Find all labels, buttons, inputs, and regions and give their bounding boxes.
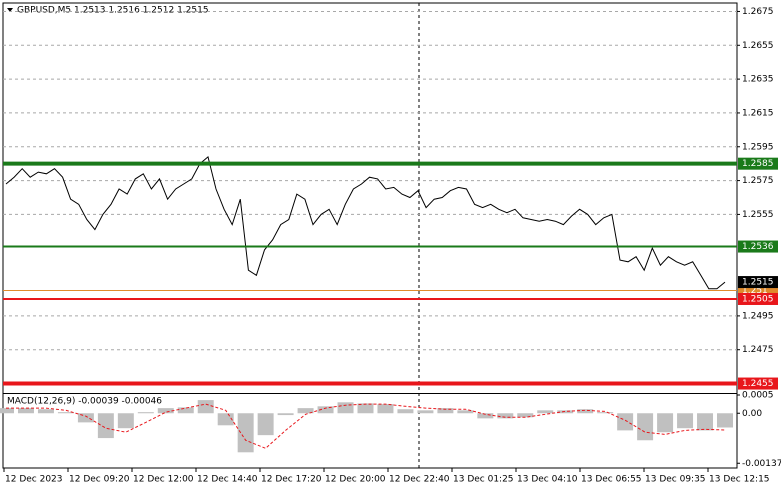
level-label: 1.2505 xyxy=(742,294,774,304)
y-tick-label: -0.00137 xyxy=(742,459,781,469)
chart-title: GBPUSD,M5 1.2513 1.2516 1.2512 1.2515 xyxy=(17,6,209,16)
macd-bar xyxy=(117,413,134,429)
level-label: 1.251 xyxy=(742,286,768,296)
y-tick-label: 1.2635 xyxy=(742,75,774,85)
y-tick-label: 0.0005 xyxy=(742,391,774,401)
macd-bar xyxy=(657,413,674,433)
macd-bar xyxy=(417,410,434,414)
macd-bar xyxy=(437,408,454,414)
level-label-box xyxy=(738,157,778,170)
macd-bar xyxy=(257,413,274,436)
macd-bar xyxy=(337,402,354,414)
macd-title: MACD(12,26,9) -0.00039 -0.00046 xyxy=(7,397,162,407)
macd-bar xyxy=(297,408,314,414)
macd-bar xyxy=(317,406,334,414)
x-tick-label: 12 Dec 12:00 xyxy=(133,475,194,485)
level-label-box xyxy=(738,377,778,390)
macd-bar xyxy=(177,407,194,414)
macd-bar xyxy=(37,409,54,414)
level-label: 1.2536 xyxy=(742,242,774,252)
plot-frame xyxy=(2,2,738,469)
macd-bar xyxy=(477,413,494,419)
macd-bar xyxy=(497,413,514,419)
x-tick-label: 13 Dec 04:10 xyxy=(517,475,578,485)
macd-bar xyxy=(557,410,574,414)
macd-bar xyxy=(197,400,214,414)
macd-bar xyxy=(697,413,714,431)
macd-bar xyxy=(97,413,114,439)
level-label: 1.2455 xyxy=(742,379,774,389)
macd-bar xyxy=(677,413,694,429)
y-tick-label: 1.2475 xyxy=(742,345,774,355)
level-label: 1.2585 xyxy=(742,159,774,169)
signal-line xyxy=(6,403,726,449)
macd-bar xyxy=(377,404,394,414)
macd-bar xyxy=(237,413,254,453)
macd-bar xyxy=(637,413,654,441)
x-tick-label: 12 Dec 22:40 xyxy=(389,475,450,485)
x-tick-label: 13 Dec 06:55 xyxy=(581,475,642,485)
x-tick-label: 13 Dec 12:15 xyxy=(709,475,770,485)
macd-bar xyxy=(537,410,554,414)
macd-bar xyxy=(77,413,94,423)
macd-bar xyxy=(577,409,594,414)
x-tick-label: 12 Dec 2023 xyxy=(5,475,63,485)
macd-bar xyxy=(717,413,733,428)
macd-bar xyxy=(57,412,74,414)
x-tick-label: 12 Dec 09:20 xyxy=(69,475,130,485)
macd-bar xyxy=(397,409,414,414)
macd-bar xyxy=(217,413,234,426)
macd-bar xyxy=(0,408,14,414)
price-label: 1.2515 xyxy=(742,278,774,288)
y-tick-label: 1.2615 xyxy=(742,108,774,118)
level-label-box xyxy=(738,292,778,305)
macd-bar xyxy=(357,403,374,414)
x-tick-label: 13 Dec 09:35 xyxy=(645,475,706,485)
symbol-marker xyxy=(7,8,13,12)
macd-bar xyxy=(617,413,634,431)
macd-bar xyxy=(517,413,534,418)
macd-bar xyxy=(17,408,34,414)
y-tick-label: 1.2675 xyxy=(742,7,774,17)
y-tick-label: 1.2555 xyxy=(742,210,774,220)
x-tick-label: 12 Dec 20:00 xyxy=(325,475,386,485)
y-tick-label: 1.2575 xyxy=(742,176,774,186)
y-tick-label: 1.2655 xyxy=(742,41,774,51)
macd-bar xyxy=(457,410,474,414)
x-tick-label: 13 Dec 01:25 xyxy=(453,475,514,485)
macd-bar xyxy=(597,412,614,414)
y-tick-label: 1.2595 xyxy=(742,142,774,152)
y-tick-label: 1.2495 xyxy=(742,311,774,321)
macd-bar xyxy=(277,413,294,416)
y-tick-label: 0.00 xyxy=(742,409,762,419)
price-line xyxy=(5,156,726,290)
macd-bar xyxy=(137,412,154,414)
price-label-box xyxy=(738,276,778,289)
level-label-box xyxy=(738,240,778,253)
macd-bar xyxy=(157,408,174,414)
x-tick-label: 12 Dec 14:40 xyxy=(197,475,258,485)
x-tick-label: 12 Dec 17:20 xyxy=(261,475,322,485)
